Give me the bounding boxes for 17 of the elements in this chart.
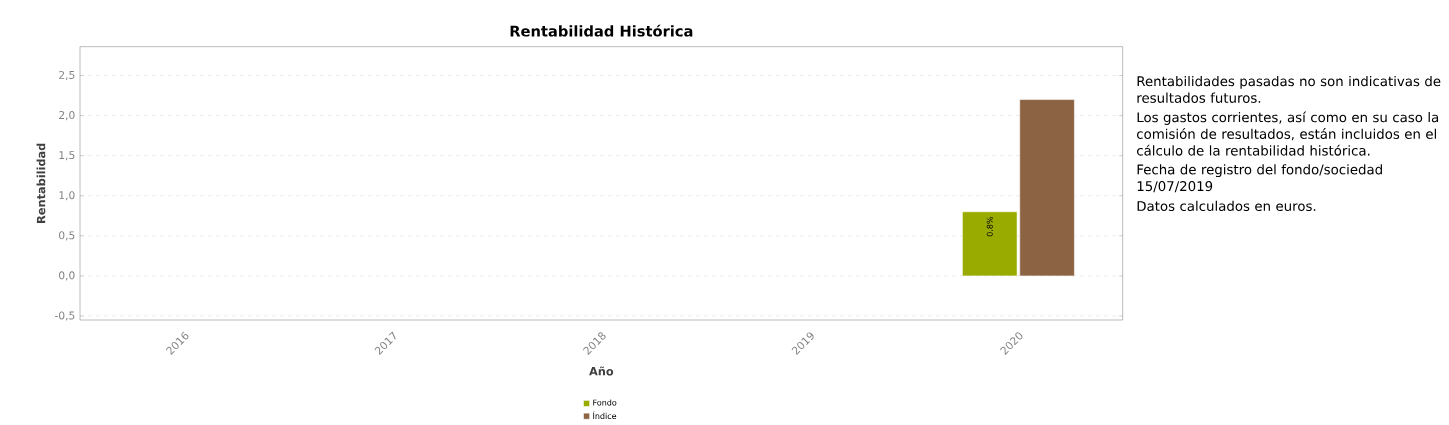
x-axis-title: Año bbox=[589, 366, 614, 376]
legend-label: Fondo bbox=[593, 399, 617, 406]
y-tick-label: 1,5 bbox=[59, 151, 75, 161]
y-tick-label: 2,0 bbox=[59, 111, 75, 121]
y-tick-label: -0,5 bbox=[55, 311, 75, 321]
text: Los gastos corrientes, así como en su caso la comisión de resultados, están incluidos en el cálculo de la rentabilidad histórica. bbox=[1137, 111, 1439, 156]
y-axis-title: Rentabilidad bbox=[36, 143, 46, 223]
y-tick-label: 0,0 bbox=[59, 271, 75, 281]
text: Fecha de registro del fondo/sociedad 15/07/2019 bbox=[1137, 164, 1382, 193]
data-label: 0.8% bbox=[986, 216, 993, 237]
text: Datos calculados en euros. bbox=[1137, 200, 1316, 212]
y-tick-label: 1,0 bbox=[59, 191, 75, 201]
legend-label: Índice bbox=[593, 411, 617, 419]
chart-title: Rentabilidad Histórica bbox=[510, 24, 693, 37]
text: Rentabilidades pasadas no son indicativas de resultados futuros. bbox=[1137, 75, 1441, 103]
y-tick-label: 0,5 bbox=[59, 231, 75, 241]
y-tick-label: 2,5 bbox=[59, 70, 75, 81]
